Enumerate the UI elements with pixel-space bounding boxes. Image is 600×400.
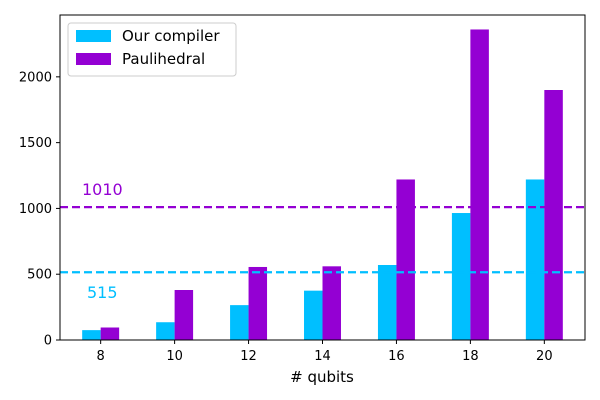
x-axis-label: # qubits [290,368,354,386]
y-tick-label: 1000 [19,202,52,217]
x-tick-label: 14 [314,349,331,364]
y-tick-label: 500 [27,268,52,283]
x-axis: 8 10 12 14 16 18 20 [97,340,553,364]
bar-paulihedral-14 [322,266,341,340]
bar-our-compiler-14 [304,290,323,340]
x-tick-label: 12 [240,349,257,364]
reference-lines-layer: 1010 515 [60,180,585,302]
x-tick-label: 10 [166,349,183,364]
bar-paulihedral-16 [396,179,415,340]
bar-our-compiler-18 [451,213,471,340]
legend: Our compiler Paulihedral [67,22,237,77]
y-tick-label: 2000 [19,70,52,85]
legend-swatch [76,53,111,65]
bar-paulihedral-8 [100,327,120,340]
bar-our-compiler-12 [230,305,249,340]
y-tick-label: 1500 [19,136,52,151]
legend-swatch [76,30,111,42]
bar-our-compiler-16 [377,265,397,340]
bars-layer [82,29,563,340]
y-tick-label: 0 [44,334,52,349]
reference-line-label-1010: 1010 [82,180,123,199]
bar-paulihedral-12 [248,266,268,340]
bar-our-compiler-10 [156,322,175,340]
bar-our-compiler-8 [82,330,101,340]
x-tick-label: 18 [462,349,479,364]
reference-line-label-515: 515 [87,283,118,302]
legend-label: Paulihedral [122,50,205,68]
x-tick-label: 16 [388,349,405,364]
legend-label: Our compiler [122,27,220,45]
bar-paulihedral-18 [470,29,489,340]
bar-paulihedral-10 [174,290,194,340]
y-axis: 0 500 1000 1500 2000 [19,70,60,349]
bar-our-compiler-20 [525,179,545,340]
bar-paulihedral-20 [544,90,563,340]
x-tick-label: 8 [97,349,105,364]
x-tick-label: 20 [536,349,553,364]
